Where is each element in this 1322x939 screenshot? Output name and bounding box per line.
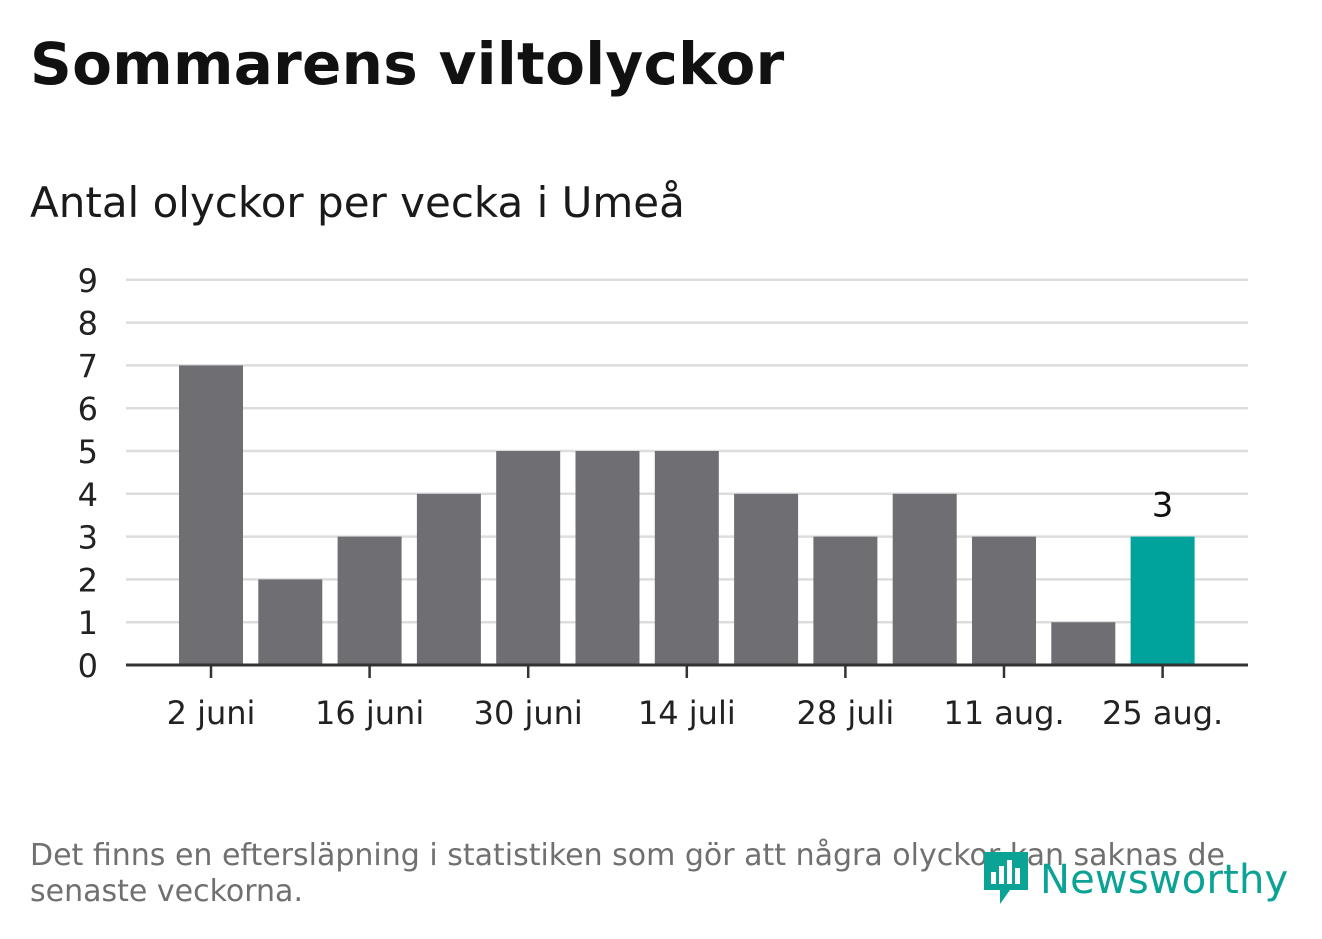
bar: [972, 536, 1036, 665]
bar: [654, 451, 719, 665]
x-tick-label: 2 juni: [167, 694, 256, 732]
chart-title: Sommarens viltolyckor: [30, 30, 785, 98]
chart-subtitle: Antal olyckor per vecka i Umeå: [30, 178, 685, 227]
bar: [496, 451, 561, 665]
bar: [179, 365, 243, 665]
bar: [892, 493, 957, 665]
y-tick-label: 2: [78, 561, 98, 599]
x-tick-label: 30 juni: [474, 694, 583, 732]
bar-chart-speech-bubble-icon: [980, 848, 1032, 912]
brand-name: Newsworthy: [1040, 857, 1289, 903]
x-tick-label: 16 juni: [315, 694, 424, 732]
bar: [575, 451, 640, 665]
y-tick-label: 9: [78, 262, 98, 300]
x-tick-label: 11 aug.: [943, 694, 1064, 732]
x-tick-label: 28 juli: [796, 694, 894, 732]
y-tick-label: 1: [78, 604, 98, 642]
newsworthy-logo: Newsworthy: [980, 848, 1288, 912]
bar: [1051, 622, 1116, 665]
y-tick-label: 8: [78, 305, 98, 343]
y-tick-label: 5: [78, 433, 98, 471]
bar: [813, 536, 878, 665]
y-tick-label: 4: [78, 476, 98, 514]
bar: [258, 579, 323, 665]
bar: [416, 493, 481, 665]
y-tick-label: 0: [78, 647, 98, 685]
x-tick-label: 14 juli: [638, 694, 736, 732]
bar-highlight: [1130, 536, 1195, 665]
y-tick-label: 6: [78, 390, 98, 428]
bar: [734, 493, 799, 665]
bar-chart: 0 1 2 3 4 5 6 7 8 9 3 2 juni 16 juni 30 juni 14 juli 28…: [78, 262, 1248, 732]
y-tick-label: 3: [78, 519, 98, 557]
y-tick-label: 7: [78, 347, 98, 385]
x-tick-label: 25 aug.: [1102, 694, 1223, 732]
data-label: 3: [1152, 486, 1174, 526]
bar: [337, 536, 402, 665]
